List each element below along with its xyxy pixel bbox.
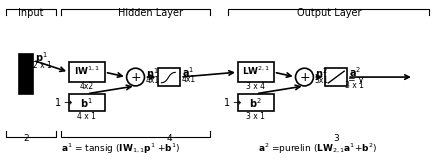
Text: 1 →: 1 → [55, 98, 72, 108]
Text: 2: 2 [23, 134, 29, 144]
Text: 4: 4 [166, 134, 172, 144]
Text: $\mathbf{b}^1$: $\mathbf{b}^1$ [80, 96, 93, 110]
Text: 1 →: 1 → [223, 98, 241, 108]
Text: 4x2: 4x2 [80, 82, 94, 91]
Text: $\mathbf{a}^2$: $\mathbf{a}^2$ [348, 65, 360, 79]
Text: 4x1: 4x1 [145, 76, 159, 86]
Text: 4x1: 4x1 [181, 75, 195, 84]
FancyBboxPatch shape [69, 62, 105, 82]
Text: $\mathbf{a}^1$: $\mathbf{a}^1$ [182, 65, 194, 79]
Text: 3x1: 3x1 [314, 76, 328, 86]
FancyBboxPatch shape [325, 68, 346, 86]
Text: $\mathbf{p}^1$: $\mathbf{p}^1$ [35, 51, 48, 66]
Text: 2 x 1: 2 x 1 [33, 61, 51, 70]
FancyBboxPatch shape [19, 54, 33, 94]
Text: $\mathbf{n}^1$: $\mathbf{n}^1$ [146, 66, 159, 80]
Text: +: + [298, 71, 309, 84]
Text: $\mathbf{b}^2$: $\mathbf{b}^2$ [249, 96, 261, 110]
Text: 3 x 1: 3 x 1 [344, 81, 363, 90]
Text: Hidden Layer: Hidden Layer [118, 8, 183, 18]
Text: $\mathbf{a}^2$ =purelin ($\mathbf{LW}_{2,1}\mathbf{a}^1$+$\mathbf{b}^2$): $\mathbf{a}^2$ =purelin ($\mathbf{LW}_{2… [257, 142, 376, 156]
Text: Output Layer: Output Layer [297, 8, 361, 18]
FancyBboxPatch shape [237, 94, 273, 111]
FancyBboxPatch shape [158, 68, 180, 86]
FancyBboxPatch shape [69, 94, 105, 111]
Text: Input: Input [18, 8, 44, 18]
Text: $\mathbf{n}^2$: $\mathbf{n}^2$ [314, 66, 327, 80]
Text: 4 x 1: 4 x 1 [77, 112, 96, 121]
Text: $\mathbf{IW}^{1,1}$: $\mathbf{IW}^{1,1}$ [74, 65, 100, 77]
Text: +: + [130, 71, 141, 84]
Text: $\mathbf{LW}^{2,1}$: $\mathbf{LW}^{2,1}$ [241, 65, 269, 77]
FancyBboxPatch shape [237, 62, 273, 82]
Text: 3 x 4: 3 x 4 [246, 82, 265, 91]
Text: $\mathbf{a}^1$ = tansig ($\mathbf{IW}_{1,1}\mathbf{p}^1$ +$\mathbf{b}^1$): $\mathbf{a}^1$ = tansig ($\mathbf{IW}_{1… [61, 142, 180, 156]
Text: = y: = y [347, 75, 363, 84]
Text: 3 x 1: 3 x 1 [246, 112, 265, 121]
Text: 3: 3 [332, 134, 339, 144]
